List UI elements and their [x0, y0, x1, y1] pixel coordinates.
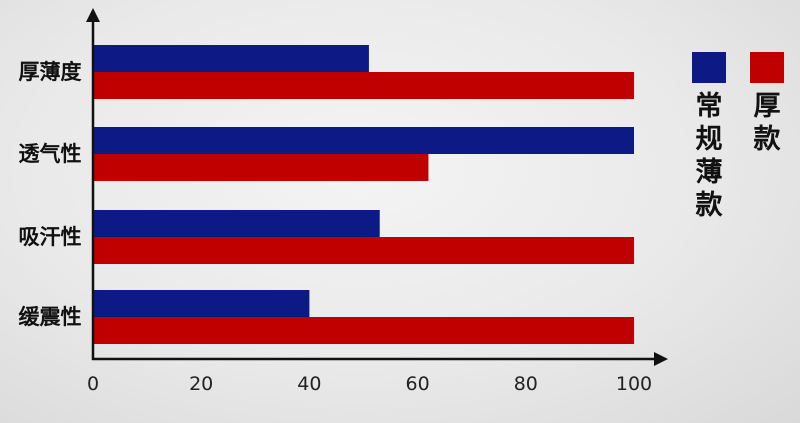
y-axis-arrow	[86, 8, 100, 22]
legend: 常规薄款 厚款	[692, 52, 784, 221]
legend-label-1: 厚款	[754, 91, 782, 155]
bar-thick-3	[93, 317, 634, 344]
x-tick-labels: 0 20 40 60 80 100	[87, 373, 652, 395]
legend-swatch-0	[692, 52, 726, 83]
bar-thick-1	[93, 154, 429, 181]
x-tick-label: 20	[189, 373, 213, 395]
x-tick-label: 0	[87, 373, 99, 395]
x-tick-label: 40	[297, 373, 321, 395]
x-tick-label: 60	[406, 373, 430, 395]
bar-thin-3	[93, 290, 310, 317]
x-tick-label: 80	[514, 373, 538, 395]
x-tick-label: 100	[616, 373, 652, 395]
legend-label-0: 常规薄款	[696, 91, 724, 221]
bar-thin-1	[93, 127, 634, 154]
legend-swatch-1	[750, 52, 784, 83]
x-axis-arrow	[654, 352, 668, 366]
category-label: 透气性	[19, 142, 82, 166]
category-label: 吸汗性	[19, 225, 82, 249]
bars-group	[93, 45, 634, 344]
category-label: 缓震性	[19, 305, 82, 329]
category-label: 厚薄度	[19, 60, 82, 84]
bar-thick-0	[93, 72, 634, 99]
bar-thin-0	[93, 45, 369, 72]
bar-thick-2	[93, 237, 634, 264]
bar-thin-2	[93, 210, 380, 237]
